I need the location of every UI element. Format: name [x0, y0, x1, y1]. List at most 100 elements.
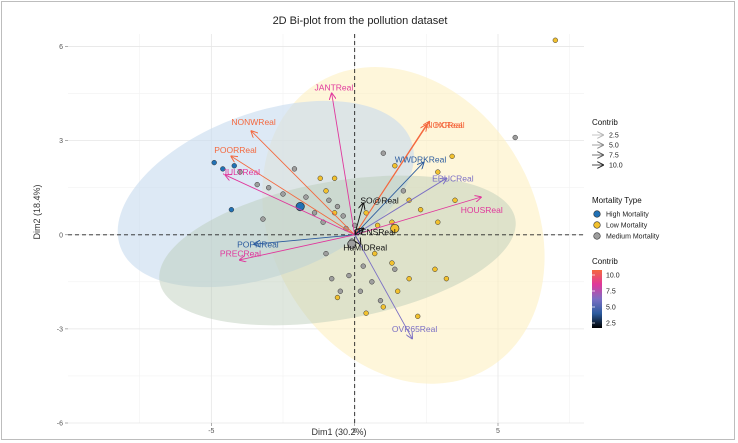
data-point	[340, 213, 346, 219]
variable-label: JANTReal	[315, 82, 354, 92]
data-point	[443, 276, 450, 282]
variable-arrow	[240, 234, 355, 260]
legend-contrib-label: 2.5	[609, 133, 619, 140]
variable-label: PRECReal	[220, 249, 261, 259]
variable-label: JULTReal	[223, 167, 260, 177]
data-point	[220, 166, 226, 172]
legend-mortality-title: Mortality Type	[592, 196, 642, 205]
data-point	[392, 163, 398, 169]
data-point	[228, 207, 235, 213]
data-point	[363, 310, 369, 316]
legend-mortality-swatch	[593, 221, 601, 229]
data-point	[311, 210, 318, 216]
legend-contrib-size: Contrib 2.5 5.0 7.5 10.0	[592, 118, 623, 170]
legend-mortality-swatch	[593, 210, 601, 218]
data-point	[392, 266, 398, 272]
variable-arrow	[354, 178, 447, 236]
data-point	[512, 134, 518, 141]
data-point	[337, 288, 343, 294]
confidence-ellipses	[117, 67, 545, 384]
chart-title: 2D Bi-plot from the pollution dataset	[273, 15, 448, 27]
variable-label: POPNReal	[237, 239, 279, 249]
legend-contrib-title: Contrib	[592, 118, 618, 127]
data-point	[372, 250, 378, 257]
x-axis-title: Dim1 (30.2%)	[311, 427, 366, 437]
variable-arrow	[354, 203, 364, 235]
variable-label: POORReal	[214, 145, 257, 155]
y-tick-label: 3	[59, 138, 63, 145]
variable-label: OVR65Real	[392, 324, 437, 334]
legend-mortality-label: Low Mortality	[606, 223, 648, 230]
variable-label: SO@Real	[360, 195, 399, 205]
data-point	[326, 197, 332, 203]
data-point	[452, 197, 458, 203]
zero-lines	[68, 34, 584, 423]
x-tick-label: 0	[353, 428, 357, 435]
data-point	[231, 163, 237, 169]
legend-contrib-label: 5.0	[609, 143, 619, 150]
variable-label: NOXReal	[426, 120, 462, 130]
variable-arrow	[251, 131, 355, 236]
group-barycenter	[390, 223, 400, 234]
gradient-tick-label: 7.5	[606, 289, 616, 296]
data-point	[291, 166, 298, 172]
legend-gradient-title: Contrib	[592, 257, 618, 266]
data-point	[331, 175, 338, 181]
legend-mortality-label: Medium Mortality	[606, 234, 660, 241]
data-point	[260, 216, 266, 222]
data-point	[406, 276, 412, 282]
data-point	[435, 169, 441, 175]
variable-labels: NONWRealPOORRealJULTRealJANTRealNOXRealH…	[214, 82, 503, 334]
data-point	[254, 181, 260, 188]
variable-arrow	[354, 229, 364, 236]
data-point	[417, 207, 424, 213]
axis-ticks: -5 0 5 -6 -3 0 3 6	[57, 44, 500, 435]
y-tick-label: -3	[57, 326, 63, 333]
gradient-bar	[592, 270, 602, 328]
gradient-tick-label: 5.0	[606, 305, 616, 312]
variable-arrow	[354, 163, 424, 236]
data-point	[211, 159, 217, 166]
plot-panel: NONWRealPOORRealJULTRealJANTRealNOXRealH…	[57, 34, 584, 435]
data-point	[389, 260, 395, 266]
y-tick-label: -6	[57, 421, 63, 428]
data-point	[380, 304, 386, 310]
y-tick-label: 0	[59, 232, 63, 239]
data-point	[432, 266, 438, 272]
data-point	[317, 175, 323, 181]
variable-label: HOUSReal	[461, 205, 503, 215]
data-point	[329, 276, 335, 282]
variable-arrow	[226, 175, 355, 236]
data-point	[369, 279, 375, 285]
gradient-tick-label: 2.5	[606, 321, 616, 328]
data-point	[415, 313, 421, 319]
data-point	[334, 203, 341, 210]
data-point	[395, 288, 401, 294]
legend-mortality-swatch	[593, 232, 601, 240]
data-point	[346, 272, 352, 279]
variable-arrow	[354, 197, 481, 236]
variable-arrow	[332, 94, 356, 235]
variable-label: EDUCReal	[432, 173, 474, 183]
x-tick-label: -5	[208, 428, 214, 435]
data-point	[357, 288, 364, 294]
data-point	[380, 150, 386, 156]
data-point	[323, 250, 329, 257]
data-point	[303, 194, 309, 200]
data-point	[449, 153, 455, 159]
legend-contrib-label: 7.5	[609, 153, 619, 160]
legend-contrib-label: 10.0	[609, 163, 623, 170]
data-point	[400, 188, 407, 194]
legend-mortality-type: Mortality Type High Mortality Low Mortali…	[592, 196, 660, 241]
data-point	[552, 37, 558, 43]
variable-label: HCReal	[435, 120, 465, 130]
data-point	[360, 263, 366, 269]
variable-label: DENSReal	[355, 227, 396, 237]
variable-label: NONWReal	[231, 117, 276, 127]
data-point	[280, 191, 286, 197]
gradient-tick-label: 10.0	[606, 273, 620, 280]
data-point	[334, 294, 341, 301]
variable-arrow	[354, 234, 412, 339]
